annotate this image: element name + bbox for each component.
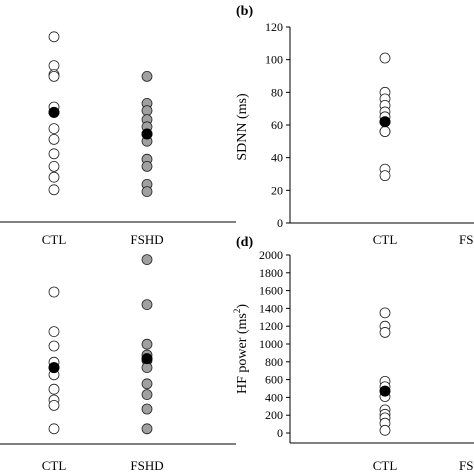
y-tick-label: 100 xyxy=(265,53,283,67)
data-point-ctl xyxy=(48,60,60,71)
mean-marker-ctl xyxy=(48,106,60,118)
panel-d-y-label-main: HF power (ms xyxy=(235,313,250,394)
y-tick-label: 1400 xyxy=(259,301,283,315)
panel-a: CTL FSHD xyxy=(0,31,236,247)
data-point-ctl xyxy=(379,307,391,319)
data-point-fshd xyxy=(141,186,153,198)
panel-d-marks xyxy=(379,307,391,436)
panel-d: (d) 0 200 400 600 800 1000 1200 1400 1600 1800 200… xyxy=(232,235,474,473)
data-point-ctl xyxy=(48,326,60,338)
y-tick-label: 2000 xyxy=(259,248,283,262)
panel-d-xtick-fshd: FSHD xyxy=(459,458,474,473)
data-point-ctl xyxy=(48,340,60,352)
y-tick-label: 800 xyxy=(265,355,283,369)
data-point-fshd xyxy=(141,378,153,390)
panel-d-y-label: HF power (ms2) xyxy=(232,304,250,394)
y-tick-label: 1200 xyxy=(259,319,283,333)
data-point-ctl xyxy=(48,286,60,298)
y-tick-label: 0 xyxy=(277,216,283,230)
data-point-ctl xyxy=(48,399,60,411)
panel-c-xtick-fshd: FSHD xyxy=(130,458,163,473)
panel-b-marks xyxy=(379,52,391,182)
data-point-ctl xyxy=(48,31,60,43)
data-point-ctl xyxy=(48,184,60,196)
data-point-ctl xyxy=(379,424,391,436)
data-point-fshd xyxy=(141,105,153,116)
y-tick-label: 400 xyxy=(265,390,283,404)
y-tick-label: 60 xyxy=(271,118,283,132)
data-point-fshd xyxy=(141,338,153,350)
data-point-fshd xyxy=(141,403,153,415)
panel-b-label: (b) xyxy=(236,4,253,19)
y-tick-label: 1000 xyxy=(259,337,283,351)
y-tick-label: 1600 xyxy=(259,284,283,298)
y-tick-label: 600 xyxy=(265,373,283,387)
panel-b-xtick-ctl: CTL xyxy=(373,232,398,247)
panel-a-xtick-ctl: CTL xyxy=(42,232,67,247)
y-tick-label: 120 xyxy=(265,20,283,34)
data-point-ctl xyxy=(48,123,60,135)
data-point-ctl xyxy=(48,71,60,82)
data-point-fshd xyxy=(141,299,153,311)
panel-b: (b) 0 20 40 60 80 100 120 SDNN (ms) CTL FSHD xyxy=(235,4,474,247)
data-point-ctl xyxy=(379,327,391,338)
panel-b-y-ticks: 0 20 40 60 80 100 120 xyxy=(265,20,290,230)
data-point-fshd xyxy=(141,71,153,82)
data-point-fshd xyxy=(141,254,153,266)
panel-d-xtick-ctl: CTL xyxy=(373,458,398,473)
data-point-ctl xyxy=(48,160,60,172)
data-point-fshd xyxy=(141,160,153,172)
mean-marker-ctl xyxy=(379,385,391,397)
mean-marker-ctl xyxy=(48,362,60,374)
panel-a-marks xyxy=(48,31,153,198)
y-tick-label: 1800 xyxy=(259,266,283,280)
data-point-fshd xyxy=(141,389,153,401)
panel-d-y-label-sup: 2 xyxy=(232,309,242,314)
y-tick-label: 40 xyxy=(271,151,283,165)
panel-b-y-label: SDNN (ms) xyxy=(235,93,250,161)
data-point-ctl xyxy=(48,423,60,435)
mean-marker-ctl xyxy=(379,116,391,128)
y-tick-label: 80 xyxy=(271,85,283,99)
data-point-ctl xyxy=(379,170,391,182)
panel-a-xtick-fshd: FSHD xyxy=(130,232,163,247)
panel-b-xtick-fshd: FSHD xyxy=(459,232,474,247)
data-point-ctl xyxy=(48,383,60,395)
y-tick-label: 0 xyxy=(277,426,283,440)
panel-c-marks xyxy=(48,254,153,435)
mean-marker-fshd xyxy=(141,128,153,140)
mean-marker-fshd xyxy=(141,353,153,365)
data-point-fshd xyxy=(141,423,153,435)
data-point-ctl xyxy=(48,148,60,160)
panel-c: CTL FSHD xyxy=(0,254,236,473)
panel-d-y-ticks: 0 200 400 600 800 1000 1200 1400 1600 1800 2000 xyxy=(259,248,290,440)
data-point-ctl xyxy=(48,171,60,183)
data-point-ctl xyxy=(379,52,391,64)
data-point-ctl xyxy=(379,126,391,137)
y-tick-label: 20 xyxy=(271,183,283,197)
y-tick-label: 200 xyxy=(265,408,283,422)
panel-c-xtick-ctl: CTL xyxy=(42,458,67,473)
data-point-ctl xyxy=(48,133,60,145)
panel-d-y-label-close: ) xyxy=(235,304,250,309)
panel-d-label: (d) xyxy=(236,235,253,250)
